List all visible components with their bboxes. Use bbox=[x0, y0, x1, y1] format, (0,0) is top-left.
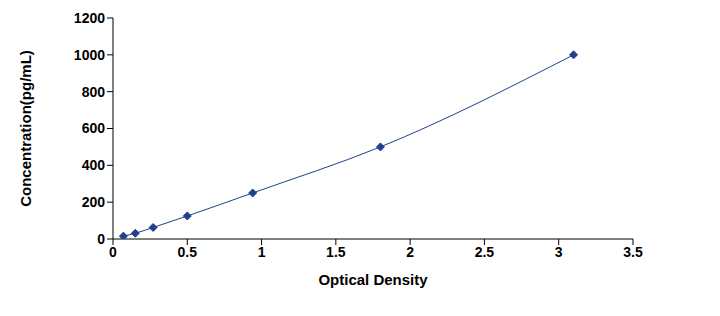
svg-text:2: 2 bbox=[406, 244, 414, 260]
svg-text:3: 3 bbox=[555, 244, 563, 260]
svg-text:0.5: 0.5 bbox=[178, 244, 198, 260]
svg-text:Concentration(pg/mL): Concentration(pg/mL) bbox=[17, 50, 34, 207]
svg-text:800: 800 bbox=[82, 84, 106, 100]
svg-text:400: 400 bbox=[82, 157, 106, 173]
svg-text:3.5: 3.5 bbox=[623, 244, 643, 260]
svg-text:2.5: 2.5 bbox=[475, 244, 495, 260]
svg-text:Optical Density: Optical Density bbox=[318, 271, 428, 288]
svg-text:1200: 1200 bbox=[74, 10, 105, 26]
svg-text:0: 0 bbox=[109, 244, 117, 260]
svg-text:1.5: 1.5 bbox=[326, 244, 346, 260]
svg-text:200: 200 bbox=[82, 194, 106, 210]
svg-text:0: 0 bbox=[97, 231, 105, 247]
svg-text:1000: 1000 bbox=[74, 47, 105, 63]
svg-text:600: 600 bbox=[82, 120, 106, 136]
svg-text:1: 1 bbox=[258, 244, 266, 260]
